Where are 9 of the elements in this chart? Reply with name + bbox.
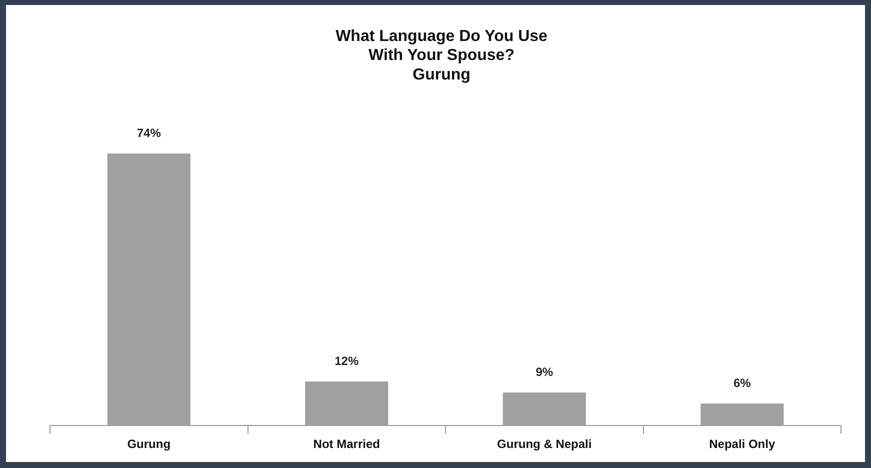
data-label: 6% [733, 376, 752, 390]
x-tick-label: Not Married [313, 437, 380, 452]
data-label: 9% [536, 364, 554, 379]
data-label: 74% [136, 126, 162, 140]
x-tick-label: Nepali Only [709, 437, 776, 452]
x-tick-label: Gurung [127, 437, 171, 452]
x-tick-label: Gurung & Nepali [497, 437, 592, 452]
chart-title: What Language Do You Use With Your Spouse? Gurung [336, 28, 548, 84]
data-label: 12% [334, 354, 359, 368]
